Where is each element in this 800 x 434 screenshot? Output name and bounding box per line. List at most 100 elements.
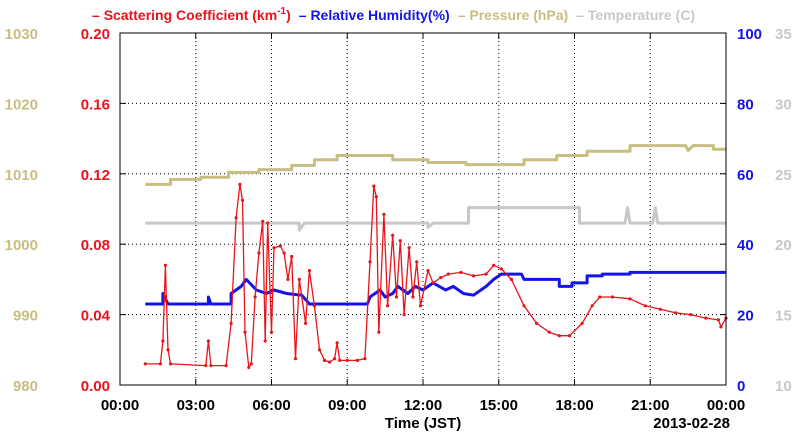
legend-label: Scattering Coefficient (km — [104, 7, 277, 23]
data-point — [374, 195, 378, 199]
data-point — [345, 358, 349, 362]
data-point — [439, 276, 443, 280]
data-point — [492, 263, 496, 267]
data-point — [335, 341, 339, 345]
data-point — [426, 269, 430, 273]
data-point — [307, 269, 311, 273]
data-point — [431, 281, 435, 285]
data-point — [407, 246, 411, 250]
data-point — [290, 254, 294, 259]
data-point — [394, 295, 399, 299]
pressure-tick-label: 990 — [13, 308, 38, 325]
data-point — [257, 251, 261, 255]
scattering-tick-label: 0.20 — [81, 26, 110, 43]
data-point — [278, 244, 282, 248]
data-point — [253, 295, 257, 299]
x-tick-label: 00:00 — [707, 397, 745, 414]
x-tick-label: 15:00 — [480, 397, 518, 414]
temperature-tick-label: 20 — [775, 237, 792, 254]
data-point — [161, 339, 165, 343]
data-point — [304, 321, 308, 325]
data-point — [263, 339, 267, 343]
x-tick-label: 03:00 — [177, 397, 215, 414]
data-point — [716, 318, 721, 322]
data-point — [224, 364, 228, 368]
x-axis-label: Time (JST) — [385, 415, 461, 432]
temperature-tick-label: 25 — [775, 167, 792, 184]
x-tick-label: 00:00 — [101, 397, 139, 414]
pressure-tick-label: 1030 — [5, 26, 38, 43]
data-point — [567, 334, 572, 338]
data-point — [522, 304, 526, 308]
humidity-tick-label: 0 — [737, 378, 745, 395]
data-point — [704, 316, 708, 320]
data-point — [166, 348, 170, 352]
data-point — [719, 325, 723, 329]
axes: 00:00 03:00 06:00 09:00 12:00 15:00 18:00 21:00… — [5, 26, 792, 414]
data-point — [535, 321, 539, 325]
data-point — [610, 295, 615, 299]
scattering-tick-label: 0.12 — [81, 167, 110, 184]
scattering-tick-label: 0.16 — [81, 96, 110, 113]
x-tick-label: 18:00 — [555, 397, 593, 414]
pressure-tick-label: 1020 — [5, 96, 38, 113]
data-point — [499, 267, 503, 271]
data-point — [658, 307, 662, 311]
pressure-tick-label: 1010 — [5, 167, 38, 184]
data-point — [673, 311, 678, 315]
data-point — [363, 357, 367, 361]
data-point — [643, 304, 647, 308]
data-point — [391, 233, 395, 237]
data-point — [471, 274, 476, 278]
pressure-tick-label: 980 — [13, 378, 38, 395]
temperature-tick-label: 30 — [775, 96, 792, 113]
data-point — [628, 297, 632, 301]
x-tick-label: 21:00 — [631, 397, 669, 414]
scattering-tick-label: 0.00 — [81, 378, 110, 395]
data-point — [261, 219, 265, 223]
series-layer — [143, 144, 728, 369]
data-point — [328, 360, 332, 364]
data-point — [229, 321, 233, 325]
data-point — [398, 239, 402, 243]
humidity-tick-label: 20 — [737, 308, 754, 325]
data-point — [266, 221, 270, 225]
series-line — [145, 206, 726, 232]
data-point — [243, 330, 247, 334]
scattering-tick-label: 0.08 — [81, 237, 110, 254]
data-point — [509, 277, 513, 281]
legend-label-end: C) — [680, 7, 695, 23]
data-point — [206, 339, 210, 343]
data-point — [282, 251, 286, 255]
legend-dash: – — [458, 7, 470, 23]
data-point — [322, 358, 327, 362]
data-point — [293, 357, 298, 361]
data-point — [269, 330, 274, 334]
legend-dash: – — [576, 7, 588, 23]
legend: – Scattering Coefficient (km-1) – Relativ… — [92, 6, 695, 23]
legend-superscript: -1 — [277, 6, 286, 17]
legend-dash: – — [92, 7, 104, 23]
pressure-tick-label: 1000 — [5, 237, 38, 254]
legend-label-end: ) — [286, 7, 291, 23]
data-point — [338, 358, 342, 362]
x-tick-label: 09:00 — [328, 397, 366, 414]
x-tick-label: 06:00 — [252, 397, 290, 414]
data-point — [580, 321, 584, 325]
data-point — [418, 304, 423, 308]
data-point — [333, 357, 337, 361]
humidity-tick-label: 40 — [737, 237, 754, 254]
data-point — [689, 313, 693, 317]
legend-text: – Scattering Coefficient (km-1) – Relativ… — [92, 6, 695, 23]
data-point — [368, 260, 372, 264]
data-point — [240, 198, 245, 202]
series-line — [145, 144, 726, 186]
data-point — [377, 330, 381, 334]
data-point — [209, 364, 213, 368]
temperature-tick-label: 10 — [775, 378, 792, 395]
scattering-tick-label: 0.04 — [81, 308, 111, 325]
data-point — [272, 246, 276, 250]
data-point — [355, 358, 359, 362]
data-point — [446, 272, 450, 276]
grid — [120, 33, 726, 385]
